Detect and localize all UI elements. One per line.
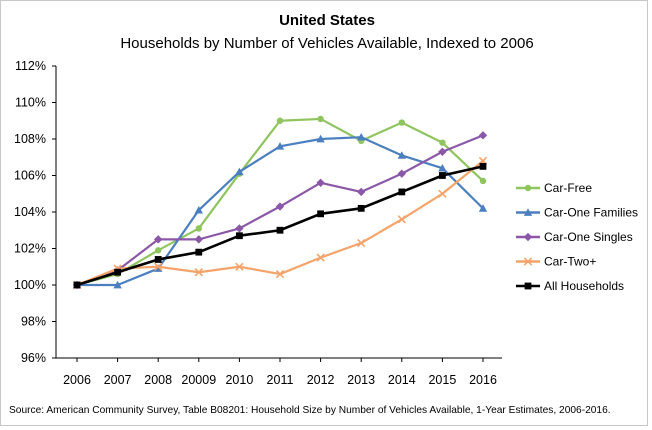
legend-label: Car-One Singles bbox=[544, 230, 633, 244]
legend-marker bbox=[524, 282, 532, 290]
series-car-one-families bbox=[72, 132, 488, 289]
x-tick-label: 20009 bbox=[181, 373, 216, 387]
data-point-car-one-families bbox=[275, 142, 285, 150]
x-tick-label: 2011 bbox=[267, 373, 294, 387]
data-point-car-two- bbox=[397, 215, 406, 224]
data-point-car-free bbox=[155, 247, 162, 254]
x-axis-ticks: 2006 2007 2008 20009 2010 2011 2012 2013 2014 201… bbox=[63, 358, 497, 387]
x-tick-label: 2015 bbox=[428, 373, 456, 387]
data-point-car-one-singles bbox=[154, 235, 163, 244]
data-point-all-households bbox=[398, 188, 406, 196]
x-tick-label: 2016 bbox=[469, 373, 497, 387]
legend-marker bbox=[523, 257, 533, 266]
data-point-car-one-singles bbox=[275, 202, 285, 211]
legend-item-all-households: All Households bbox=[516, 279, 624, 293]
y-tick-label: 102% bbox=[14, 242, 46, 256]
data-point-car-one-singles bbox=[357, 187, 366, 197]
data-point-all-households bbox=[439, 172, 446, 179]
chart-title: United States bbox=[279, 12, 375, 29]
data-point-all-households bbox=[195, 248, 203, 256]
series-car-two- bbox=[72, 156, 488, 290]
x-tick-label: 2014 bbox=[388, 373, 416, 387]
legend-marker bbox=[524, 184, 532, 192]
data-point-car-free bbox=[479, 177, 487, 185]
data-point-car-one-families bbox=[438, 164, 447, 172]
data-point-car-two- bbox=[357, 238, 366, 248]
x-tick-label: 2007 bbox=[104, 373, 132, 387]
data-point-car-one-singles bbox=[478, 131, 488, 140]
data-point-car-two- bbox=[194, 268, 203, 277]
y-tick-label: 96% bbox=[21, 351, 46, 365]
legend-item-car-one-singles: Car-One Singles bbox=[516, 230, 633, 244]
data-point-car-one-families bbox=[235, 167, 244, 176]
data-point-car-two- bbox=[275, 269, 285, 279]
y-tick-label: 112% bbox=[15, 59, 46, 73]
data-point-car-two- bbox=[438, 189, 447, 198]
y-axis-ticks: 96% 98% 100% 102% 104% 106% 108% 110% 112% bbox=[14, 59, 56, 365]
data-point-all-households bbox=[479, 162, 487, 170]
data-point-all-households bbox=[73, 281, 81, 289]
data-point-all-households bbox=[154, 256, 162, 263]
y-tick-label: 108% bbox=[14, 132, 46, 146]
data-point-car-one-singles bbox=[194, 235, 203, 244]
y-tick-label: 100% bbox=[14, 278, 46, 292]
data-point-all-households bbox=[236, 232, 243, 240]
data-point-car-two- bbox=[235, 262, 244, 271]
data-point-car-one-families bbox=[154, 264, 163, 272]
legend-item-car-free: Car-Free bbox=[516, 181, 592, 195]
data-point-all-households bbox=[276, 226, 284, 234]
legend-label: All Households bbox=[544, 279, 624, 293]
x-tick-label: 2006 bbox=[63, 373, 91, 387]
series-car-free bbox=[73, 115, 487, 289]
data-point-car-free bbox=[317, 115, 324, 123]
data-point-car-two- bbox=[316, 253, 325, 262]
legend-item-car-two-: Car-Two+ bbox=[516, 255, 596, 269]
data-point-car-one-families bbox=[357, 132, 366, 141]
data-point-all-households bbox=[114, 268, 121, 276]
chart-subtitle: Households by Number of Vehicles Availab… bbox=[120, 35, 533, 52]
y-tick-label: 104% bbox=[14, 205, 46, 219]
legend-item-car-one-families: Car-One Families bbox=[516, 206, 638, 220]
source-note: Source: American Community Survey, Table… bbox=[9, 405, 611, 416]
data-point-car-free bbox=[195, 225, 202, 232]
data-point-car-one-singles bbox=[438, 147, 447, 156]
x-tick-label: 2008 bbox=[144, 373, 172, 387]
series-lines bbox=[72, 115, 488, 290]
y-tick-label: 106% bbox=[14, 169, 46, 183]
legend: Car-Free Car-One Families Car-One Singles C… bbox=[516, 181, 638, 293]
x-tick-label: 2012 bbox=[307, 373, 335, 387]
data-point-car-one-singles bbox=[235, 224, 244, 233]
data-point-car-one-families bbox=[113, 280, 122, 289]
data-point-car-one-families bbox=[316, 134, 325, 143]
y-tick-label: 110% bbox=[15, 96, 46, 110]
data-point-car-free bbox=[398, 119, 405, 126]
x-tick-label: 2013 bbox=[347, 373, 375, 387]
data-point-car-free bbox=[276, 117, 284, 124]
data-point-car-one-singles bbox=[316, 178, 325, 187]
data-point-all-households bbox=[317, 210, 324, 218]
legend-label: Car-Two+ bbox=[544, 255, 596, 269]
series-all-households bbox=[73, 162, 487, 289]
legend-marker bbox=[523, 232, 533, 242]
x-tick-label: 2010 bbox=[225, 373, 253, 387]
data-point-car-one-singles bbox=[397, 169, 406, 178]
data-point-car-one-families bbox=[478, 204, 488, 212]
y-tick-label: 98% bbox=[21, 315, 46, 329]
data-point-all-households bbox=[357, 204, 365, 212]
legend-label: Car-Free bbox=[544, 181, 592, 195]
legend-label: Car-One Families bbox=[544, 206, 638, 220]
data-point-car-one-families bbox=[194, 205, 203, 214]
data-point-car-two- bbox=[154, 262, 163, 271]
data-point-car-one-families bbox=[397, 151, 406, 159]
legend-marker bbox=[523, 208, 533, 216]
data-point-car-free bbox=[439, 139, 446, 146]
